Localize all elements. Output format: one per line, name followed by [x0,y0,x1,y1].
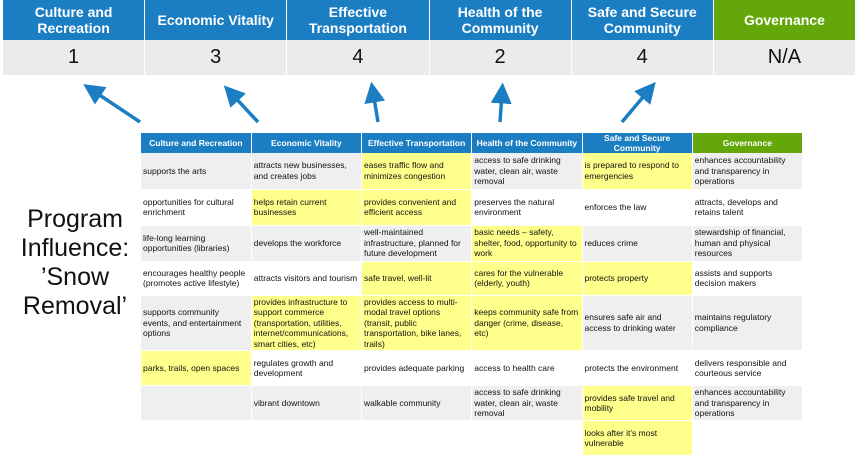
table-row: vibrant downtown walkable community access… [141,385,804,421]
influence-table: Culture and Recreation Economic Vitality… [141,133,804,456]
program-influence-title: Program Influence: ’Snow Removal’ [20,205,130,320]
table-row: looks after it’s most vulnerable [141,420,804,456]
table-cell: provides adequate parking [361,350,473,386]
category-score: 3 [145,40,288,75]
table-cell [141,385,252,421]
table-cell: stewardship of financial, human and phys… [692,225,804,262]
category-header: Culture and Recreation [3,0,146,40]
category-score: 2 [429,40,572,75]
table-cell: reduces crime [582,225,693,262]
table-cell: helps retain current businesses [251,189,363,226]
column-header: Governance [692,133,804,153]
table-cell [692,420,804,456]
table-cell: enhances accountability and transparency… [692,385,804,421]
category-score: 4 [287,40,430,75]
table-cell: provides convenient and efficient access [361,189,473,226]
table-cell: supports community events, and entertain… [141,295,252,351]
table-cell: maintains regulatory compliance [692,295,804,351]
table-cell: attracts, develops and retains talent [692,189,804,226]
table-cell: attracts visitors and tourism [251,261,363,296]
table-cell: walkable community [361,385,473,421]
arrow-icon [364,81,386,123]
table-cell: encourages healthy people (promotes acti… [141,261,252,296]
table-cell: well-maintained infrastructure, planned … [361,225,473,262]
table-cell [471,420,583,456]
category-header: Governance [713,0,856,40]
table-cell: access to safe drinking water, clean air… [471,385,583,421]
table-cell: access to safe drinking water, clean air… [471,153,583,190]
category-header: Safe and Secure Community [571,0,714,40]
category-header: Health of the Community [429,0,572,40]
table-cell: is prepared to respond to emergencies [582,153,693,190]
arrows [83,81,656,124]
table-cell: regulates growth and development [251,350,363,386]
category-score: 4 [571,40,714,75]
table-cell [361,420,473,456]
table-row: opportunities for cultural enrichment hel… [141,189,804,226]
table-cell: life-long learning opportunities (librar… [141,225,252,262]
table-cell: parks, trails, open spaces [141,350,252,386]
table-cell [251,420,363,456]
arrow-icon [620,81,656,124]
category-scores: Culture and Recreation Economic Vitality… [3,0,856,75]
table-cell: looks after it’s most vulnerable [582,420,693,456]
table-cell: preserves the natural environment [471,189,583,226]
table-row: supports the arts attracts new businesses… [141,153,804,190]
table-cell: enforces the law [582,189,693,226]
arrow-icon [83,84,141,124]
table-cell: protects property [582,261,693,296]
table-row: parks, trails, open spaces regulates grow… [141,350,804,386]
table-cell: ensures safe air and access to drinking … [582,295,693,351]
category-header: Economic Vitality [145,0,288,40]
table-cell: provides safe travel and mobility [582,385,693,421]
arrow-icon [490,82,512,123]
column-header: Culture and Recreation [141,133,252,153]
table-cell: attracts new businesses, and creates job… [251,153,363,190]
table-cell: cares for the vulnerable (elderly, youth… [471,261,583,296]
table-cell: opportunities for cultural enrichment [141,189,252,226]
table-cell: safe travel, well-lit [361,261,473,296]
table-cell: access to health care [471,350,583,386]
category-score: 1 [3,40,146,75]
column-header: Economic Vitality [251,133,363,153]
column-header: Effective Transportation [361,133,473,153]
category-score: N/A [713,40,856,75]
table-row: encourages healthy people (promotes acti… [141,261,804,296]
table-cell: assists and supports decision makers [692,261,804,296]
table-cell: delivers responsible and courteous servi… [692,350,804,386]
category-header: Effective Transportation [287,0,430,40]
table-cell: enhances accountability and transparency… [692,153,804,190]
table-cell: develops the workforce [251,225,363,262]
table-cell: provides access to multi-modal travel op… [361,295,473,351]
table-cell: keeps community safe from danger (crime,… [471,295,583,351]
table-cell: eases traffic flow and minimizes congest… [361,153,473,190]
table-cell: supports the arts [141,153,252,190]
column-header: Safe and Secure Community [582,133,693,153]
table-cell: basic needs – safety, shelter, food, opp… [471,225,583,262]
table-row: life-long learning opportunities (librar… [141,225,804,262]
table-row: supports community events, and entertain… [141,295,804,351]
table-cell: vibrant downtown [251,385,363,421]
arrow-icon [223,85,260,124]
table-cell [141,420,252,456]
table-cell: protects the environment [582,350,693,386]
column-header: Health of the Community [471,133,583,153]
table-cell: provides infrastructure to support comme… [251,295,363,351]
